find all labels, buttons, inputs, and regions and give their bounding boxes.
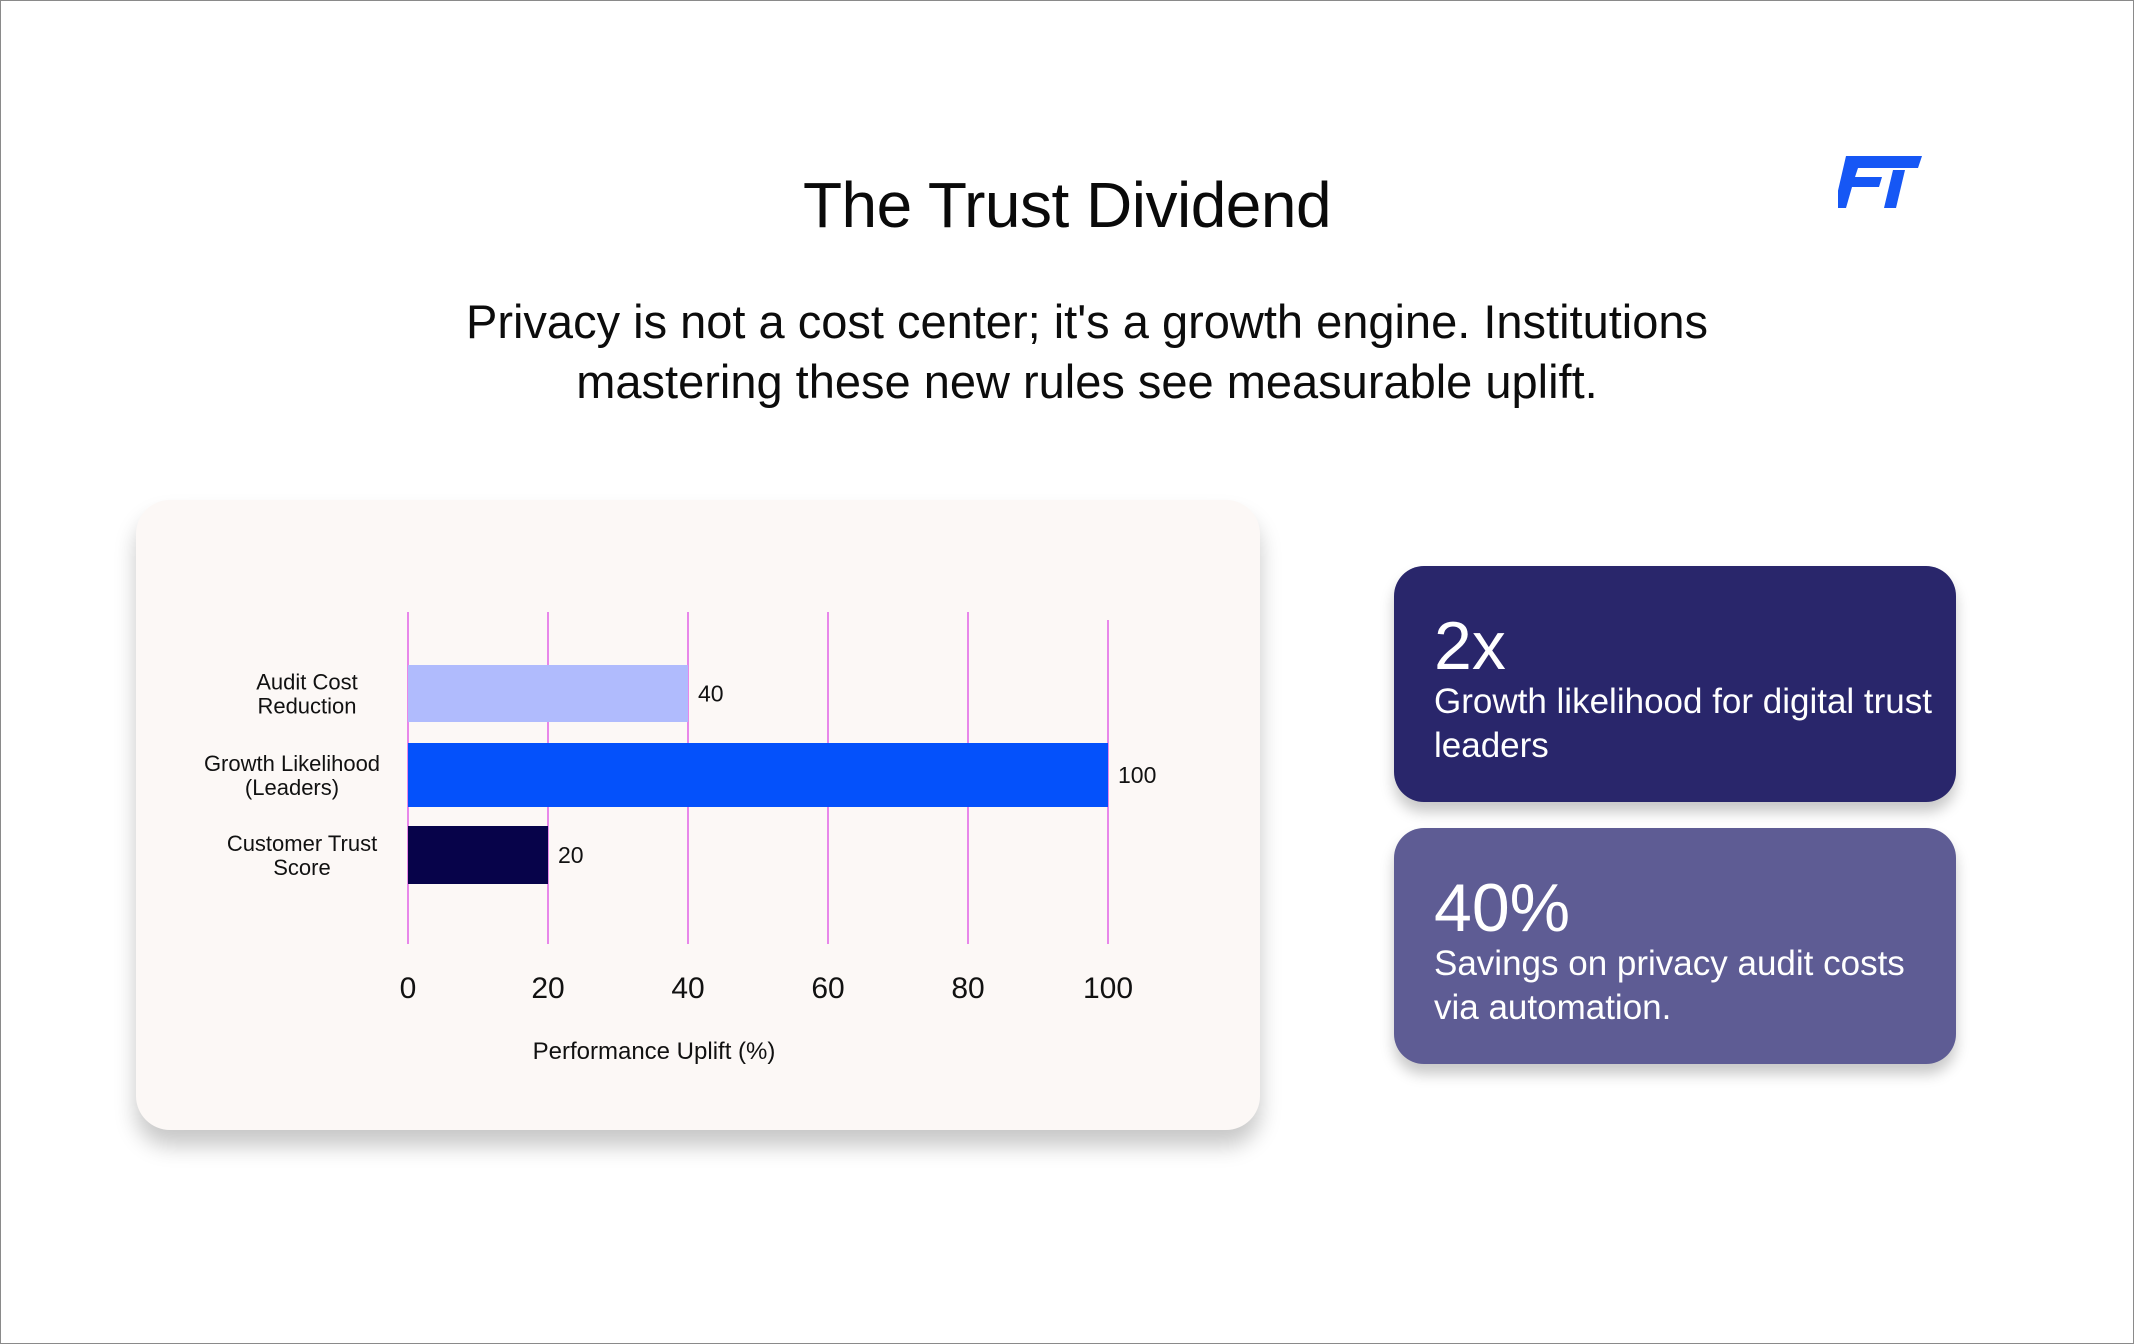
ft-logo-icon: [1838, 156, 1922, 208]
tick-label: 60: [811, 972, 844, 1005]
tick-label: 100: [1083, 972, 1133, 1005]
tick-label: 80: [951, 972, 984, 1005]
data-label: 20: [558, 842, 584, 868]
bar: [408, 743, 1108, 807]
category-label: Growth Likelihood (Leaders): [204, 751, 380, 800]
bar-chart: 40 Audit Cost Reduction 100 Growth Likelihoo…: [204, 612, 1156, 1065]
tick-label: 0: [400, 972, 417, 1005]
data-label: 100: [1118, 762, 1156, 788]
chart-card: 40 Audit Cost Reduction 100 Growth Likelihoo…: [136, 500, 1260, 1130]
x-axis-label: Performance Uplift (%): [533, 1038, 776, 1065]
stat-card-growth: 2x Growth likelihood for digital trust l…: [1394, 566, 1956, 802]
stat-value: 40%: [1434, 870, 1571, 946]
stat-value: 2x: [1434, 608, 1506, 684]
page-subtitle: Privacy is not a cost center; it's a gro…: [465, 295, 1708, 408]
bar: [408, 665, 688, 722]
data-label: 40: [698, 681, 724, 707]
page-title: The Trust Dividend: [802, 169, 1332, 241]
stat-description: Growth likelihood for digital trust lead…: [1434, 682, 1932, 765]
stat-description: Savings on privacy audit costs via autom…: [1434, 944, 1905, 1027]
bar: [408, 826, 548, 884]
category-label: Customer Trust Score: [227, 831, 377, 880]
category-label: Audit Cost Reduction: [256, 670, 358, 719]
stat-card-savings: 40% Savings on privacy audit costs via a…: [1394, 828, 1956, 1064]
tick-label: 20: [531, 972, 564, 1005]
tick-label: 40: [671, 972, 704, 1005]
